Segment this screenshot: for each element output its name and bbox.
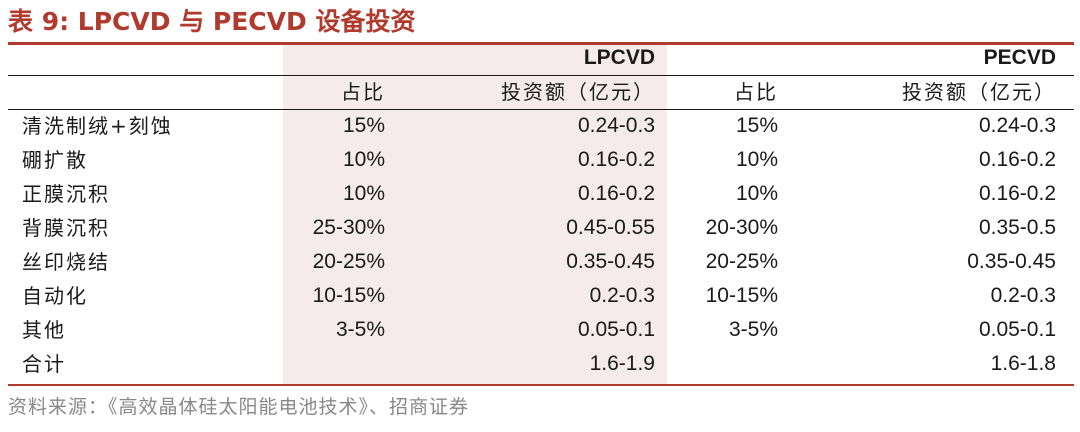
pecvd-investment-cell: 1.6-1.8 <box>990 352 1056 375</box>
lpcvd-investment-cell: 0.45-0.55 <box>566 216 655 239</box>
lpcvd-investment-cell: 0.05-0.1 <box>577 318 655 341</box>
bottom-rule <box>8 384 1074 386</box>
row-item: 合计 <box>22 352 66 376</box>
pecvd-investment-header: 投资额（亿元） <box>902 80 1056 104</box>
lpcvd-investment-cell: 0.2-0.3 <box>589 284 655 307</box>
pecvd-investment-cell: 0.16-0.2 <box>978 148 1056 171</box>
row-item: 丝印烧结 <box>22 250 110 274</box>
row-item: 硼扩散 <box>22 148 88 172</box>
header-divider <box>8 75 1074 76</box>
lpcvd-share-cell <box>290 347 385 381</box>
table-title: 表 9: LPCVD 与 PECVD 设备投资 <box>8 7 416 36</box>
pecvd-investment-cell: 0.35-0.45 <box>967 250 1056 273</box>
pecvd-investment-cell: 0.24-0.3 <box>978 114 1056 137</box>
pecvd-share-cell: 10% <box>735 148 778 171</box>
pecvd-share-header: 占比 <box>734 80 778 104</box>
lpcvd-share-cell: 10% <box>342 182 385 205</box>
pecvd-investment-cell: 0.05-0.1 <box>978 318 1056 341</box>
pecvd-share-cell: 10-15% <box>705 284 778 307</box>
pecvd-header: PECVD <box>983 46 1056 69</box>
pecvd-investment-cell: 0.16-0.2 <box>978 182 1056 205</box>
lpcvd-investment-cell: 0.16-0.2 <box>577 148 655 171</box>
pecvd-share-cell: 3-5% <box>728 318 778 341</box>
lpcvd-share-header: 占比 <box>341 80 385 104</box>
row-item: 正膜沉积 <box>22 182 110 206</box>
pecvd-investment-cell: 0.2-0.3 <box>990 284 1056 307</box>
pecvd-share-cell: 15% <box>735 114 778 137</box>
pecvd-share-cell: 20-30% <box>705 216 778 239</box>
lpcvd-share-cell: 10-15% <box>312 284 385 307</box>
lpcvd-share-cell: 10% <box>342 148 385 171</box>
lpcvd-investment-cell: 0.24-0.3 <box>577 114 655 137</box>
pecvd-share-cell: 10% <box>735 182 778 205</box>
lpcvd-investment-cell: 1.6-1.9 <box>589 352 655 375</box>
lpcvd-investment-header: 投资额（亿元） <box>501 80 655 104</box>
subheader-divider <box>8 109 1074 110</box>
lpcvd-investment-cell: 0.16-0.2 <box>577 182 655 205</box>
lpcvd-share-cell: 20-25% <box>312 250 385 273</box>
row-item: 背膜沉积 <box>22 216 110 240</box>
lpcvd-column-shading <box>283 45 667 384</box>
title-rule <box>8 42 1074 45</box>
lpcvd-share-cell: 25-30% <box>312 216 385 239</box>
row-item: 其他 <box>22 318 66 342</box>
lpcvd-share-cell: 3-5% <box>335 318 385 341</box>
pecvd-investment-cell: 0.35-0.5 <box>978 216 1056 239</box>
lpcvd-header: LPCVD <box>583 46 655 69</box>
lpcvd-investment-cell: 0.35-0.45 <box>566 250 655 273</box>
row-item: 清洗制绒+刻蚀 <box>22 114 173 138</box>
row-item: 自动化 <box>22 284 88 308</box>
pecvd-share-cell: 20-25% <box>705 250 778 273</box>
source-note: 资料来源：《高效晶体硅太阳能电池技术》、招商证券 <box>8 396 470 418</box>
pecvd-share-cell <box>680 347 778 381</box>
lpcvd-share-cell: 15% <box>342 114 385 137</box>
